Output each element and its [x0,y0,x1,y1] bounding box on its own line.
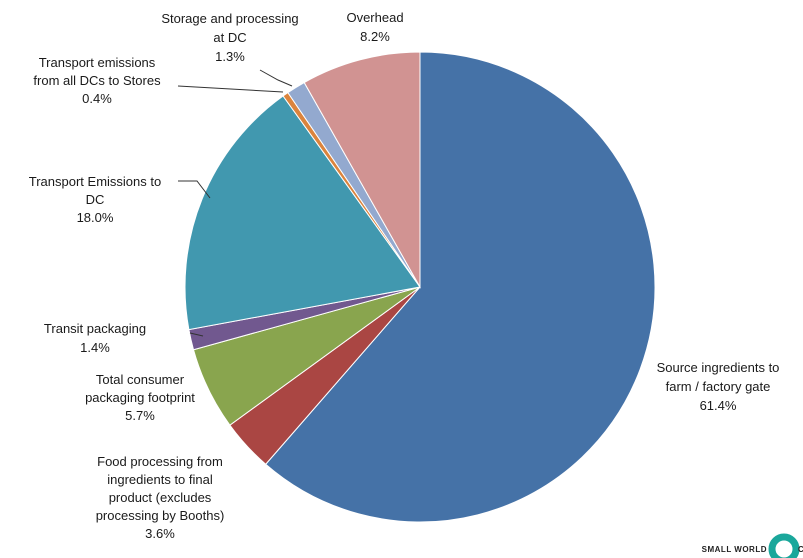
leader-line-4 [178,180,211,199]
slice-label-line: 61.4% [700,398,737,413]
slice-label-line: 1.4% [80,340,110,355]
slice-label-line: product (excludes [109,490,212,505]
slice-label-line: from all DCs to Stores [33,73,161,88]
slice-label-line: ingredients to final [107,472,213,487]
small-world-logo: SMALL WORLD CO [702,533,803,558]
slice-label-line: 8.2% [360,29,390,44]
slice-label-4: Transport Emissions to DC 18.0% [29,174,161,225]
slice-label-3: Transit packaging 1.4% [44,321,146,355]
slice-label-line: farm / factory gate [666,379,771,394]
leader-line-3 [189,332,204,337]
slice-label-line: processing by Booths) [96,508,225,523]
slice-labels: Source ingredients to farm / factory gate… [29,10,780,541]
pie-slice-7 [303,51,421,289]
slice-label-line: Storage and processing [161,11,298,26]
slice-label-line: at DC [213,30,246,45]
logo-ring-icon [768,533,800,558]
slice-label-line: Source ingredients to [657,360,780,375]
slice-label-line: Food processing from [97,454,223,469]
slice-label-line: 1.3% [215,49,245,64]
slice-label-1: Food processing from ingredients to final… [96,454,225,541]
logo-suffix: CO [798,545,803,554]
leader-line-6 [259,69,293,87]
slice-label-line: Transport emissions [39,55,156,70]
slice-label-line: packaging footprint [85,390,195,405]
slice-label-6: Storage and processing at DC 1.3% [161,11,298,64]
slice-label-2: Total consumer packaging footprint 5.7% [85,372,195,423]
pie-slices [184,51,656,523]
logo-text: SMALL WORLD [702,545,767,554]
slice-label-line: Transport Emissions to [29,174,161,189]
pie-slice-0 [264,51,656,523]
slice-label-line: Overhead [346,10,403,25]
slice-label-line: Transit packaging [44,321,146,336]
slice-label-line: 5.7% [125,408,155,423]
slice-label-7: Overhead 8.2% [346,10,403,44]
slice-label-0: Source ingredients to farm / factory gate… [657,360,780,413]
pie-slice-4 [184,95,421,331]
slice-label-line: Total consumer [96,372,185,387]
leader-line-5 [177,85,284,93]
slice-label-line: 18.0% [77,210,114,225]
slice-label-5: Transport emissions from all DCs to Store… [33,55,161,106]
leader-lines [177,69,293,337]
slice-label-line: 0.4% [82,91,112,106]
slice-label-line: 3.6% [145,526,175,541]
slice-label-line: DC [86,192,105,207]
